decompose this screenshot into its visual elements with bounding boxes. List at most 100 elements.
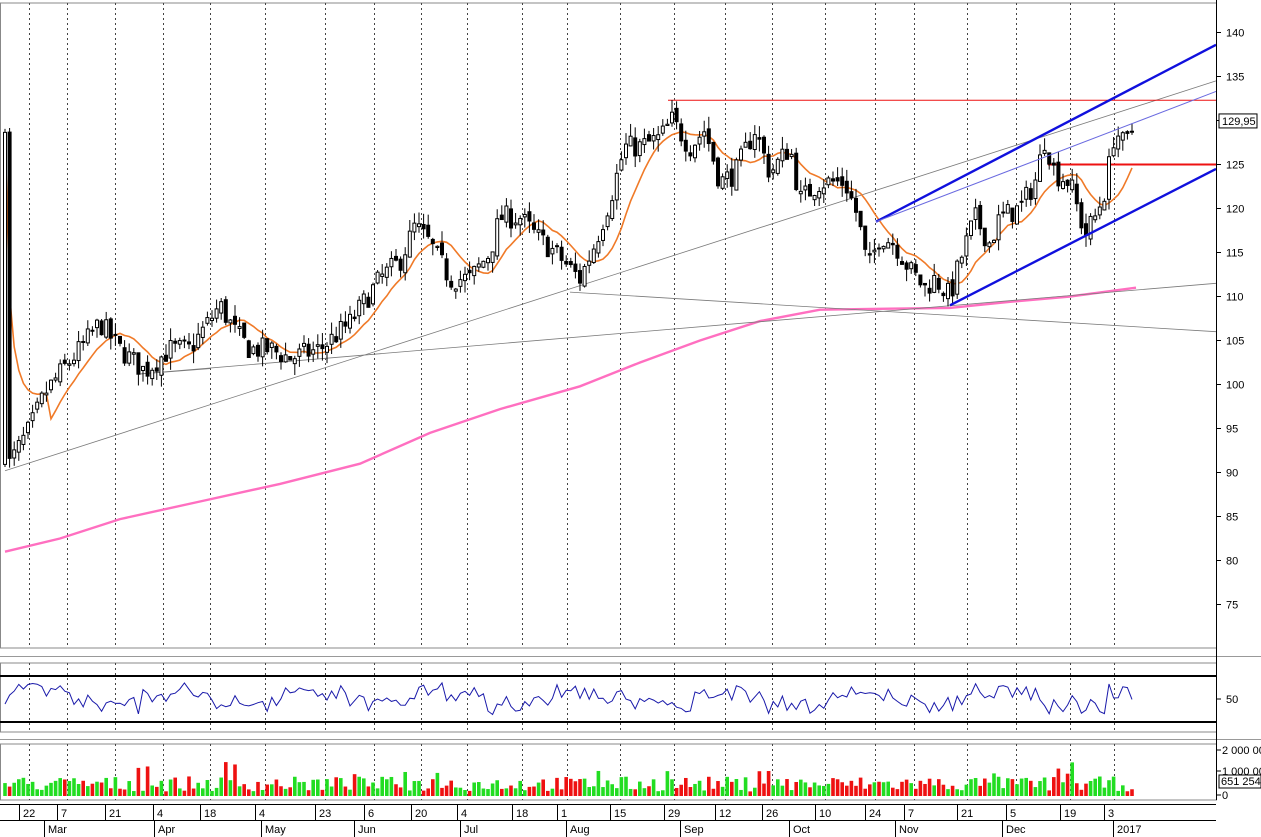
volume-bar [440, 787, 444, 796]
candle-body [30, 412, 35, 422]
volume-bar [173, 777, 177, 796]
candle-body [568, 261, 573, 266]
candle-body [711, 141, 716, 162]
volume-bar [150, 785, 154, 796]
candle-body [936, 277, 941, 290]
volume-bar [569, 778, 573, 796]
candle-body [136, 352, 141, 375]
trendline [139, 282, 1217, 375]
volume-bar [306, 790, 311, 796]
candle-body [1061, 181, 1065, 189]
candle-body [417, 223, 421, 228]
candle-body [495, 218, 500, 257]
candle-body [923, 282, 927, 286]
volume-bar [707, 776, 711, 796]
candle-body [831, 178, 835, 182]
candle-body [233, 315, 237, 325]
candle-body [1042, 149, 1047, 154]
candle-body [113, 333, 118, 336]
moving-average-short [4, 130, 1133, 422]
volume-bar [81, 780, 85, 796]
candle-body [674, 107, 679, 123]
candle-body [214, 308, 219, 319]
volume-bar [799, 779, 803, 796]
trendlines [4, 80, 1217, 472]
candle-body [481, 260, 486, 268]
volume-bar [863, 788, 867, 796]
candle-body [665, 123, 670, 126]
volume-bar [210, 790, 214, 796]
volume-bar [472, 782, 476, 796]
day-label: 3 [1108, 808, 1114, 820]
candle-body [964, 235, 969, 257]
volume-bar [122, 789, 127, 796]
candle-body [297, 348, 302, 357]
candle-body [605, 215, 610, 228]
panel-frames [0, 2, 1261, 801]
volume-bar [237, 786, 242, 796]
candle-body [614, 172, 619, 201]
volume-bar [881, 782, 886, 796]
price-tick-label: 125 [1226, 160, 1244, 172]
volume-bar [794, 781, 798, 796]
volume-bar [136, 767, 141, 796]
candle-body [683, 139, 688, 152]
volume-bar [904, 779, 909, 796]
volume-bar [872, 782, 877, 796]
month-label: Apr [158, 824, 175, 836]
volume-bar [877, 781, 881, 796]
volume-bar [435, 772, 440, 796]
candle-body [334, 336, 339, 343]
candle-body [904, 262, 909, 270]
volume-bar [86, 786, 90, 796]
volume-bar [274, 779, 279, 796]
volume-bar [1075, 783, 1079, 796]
candle-body [877, 247, 881, 250]
candle-body [325, 345, 329, 353]
day-label: 19 [1064, 808, 1076, 820]
candle-body [292, 358, 297, 365]
volume-bar [895, 789, 900, 796]
volume-bar [725, 776, 729, 796]
candle-body [1070, 179, 1075, 191]
volume-bar [642, 788, 647, 796]
current-volume-box [1218, 774, 1261, 789]
candle-body [596, 241, 601, 254]
candle-body [950, 279, 955, 297]
volume-bar [734, 779, 739, 796]
volume-bar [99, 782, 104, 796]
volume-bar [513, 788, 518, 796]
candle-body [826, 177, 831, 186]
volume-bar [647, 786, 651, 796]
candle-body [509, 208, 513, 229]
volume-bar [329, 786, 334, 796]
candle-body [536, 229, 541, 233]
candle-body [835, 177, 840, 182]
volume-bar [113, 777, 118, 796]
candle-body [1120, 132, 1125, 141]
volume-bar [380, 776, 384, 796]
candle-body [421, 223, 426, 230]
volume-bar [932, 785, 936, 796]
volume-bar [720, 786, 725, 796]
candle-body [26, 421, 30, 434]
volume-bar [1088, 780, 1093, 796]
ma-long-line [4, 286, 1137, 553]
candle-body [573, 263, 578, 272]
candle-body [302, 342, 306, 347]
candle-body [219, 301, 224, 314]
candle-body [371, 284, 375, 305]
candle-body [1111, 147, 1116, 157]
volume-bar [624, 776, 628, 796]
date-axis: 22 7 21 4 18 4 23 6 20 4 18 1 15 29 12 26 10 24 7 21 5 19 3 Mar… [0, 804, 1216, 837]
day-label: 6 [368, 808, 374, 820]
day-label: 18 [516, 808, 528, 820]
volume-bar [316, 779, 320, 796]
candle-body [7, 131, 12, 459]
volume-bar [849, 780, 854, 796]
price-tick-label: 105 [1226, 336, 1244, 348]
candle-body [739, 148, 743, 161]
volume-bar [118, 788, 122, 796]
volume-bar [1010, 779, 1015, 796]
